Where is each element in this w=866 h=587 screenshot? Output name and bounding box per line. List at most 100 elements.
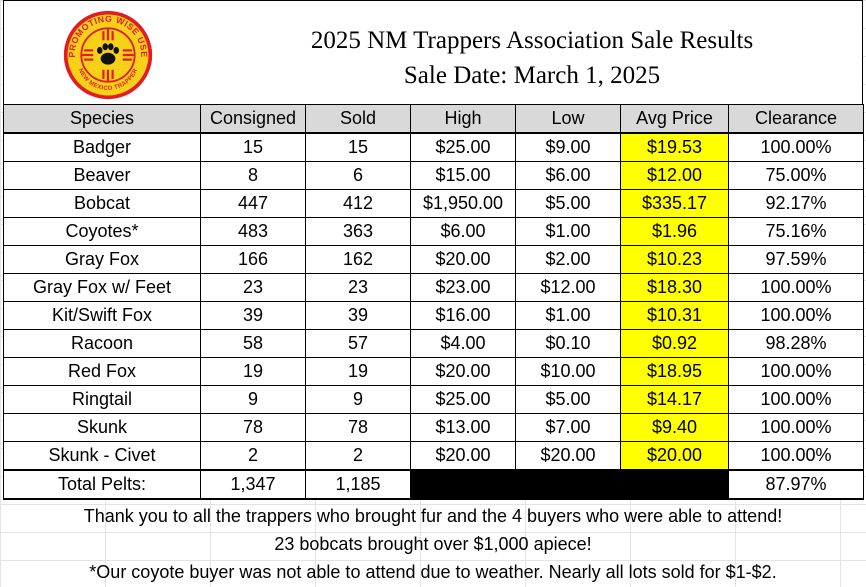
blackout-cell xyxy=(410,469,729,500)
species-cell: Skunk xyxy=(3,413,201,442)
coyote-footnote: *Our coyote buyer was not able to attend… xyxy=(89,562,777,582)
sold-cell: 78 xyxy=(305,413,411,442)
avg-price-cell: $18.30 xyxy=(620,273,729,302)
clearance-cell: 100.00% xyxy=(728,132,864,162)
clearance-cell: 100.00% xyxy=(728,301,864,330)
table-row: Beaver 8 6 $15.00 $6.00 $12.00 75.00% xyxy=(3,161,864,190)
sold-cell: 6 xyxy=(305,161,411,190)
report-title: 2025 NM Trappers Association Sale Result… xyxy=(310,27,754,54)
column-header-species: Species xyxy=(3,104,201,134)
high-cell: $20.00 xyxy=(410,441,516,471)
low-cell: $9.00 xyxy=(515,132,621,162)
consigned-cell: 78 xyxy=(200,413,306,442)
sold-cell: 15 xyxy=(305,132,411,162)
low-cell: $10.00 xyxy=(515,357,621,386)
species-cell: Gray Fox xyxy=(3,245,201,274)
column-header-sold: Sold xyxy=(305,104,411,134)
table-row: Racoon 58 57 $4.00 $0.10 $0.92 98.28% xyxy=(3,329,864,358)
total-row: Total Pelts: 1,347 1,185 87.97% xyxy=(3,469,864,500)
title-block: 2025 NM Trappers Association Sale Result… xyxy=(202,23,862,93)
thank-you-note: Thank you to all the trappers who brough… xyxy=(83,506,783,526)
avg-price-cell: $9.40 xyxy=(620,413,729,442)
low-cell: $2.00 xyxy=(515,245,621,274)
results-table: Species Consigned Sold High Low Avg Pric… xyxy=(3,104,864,500)
sold-cell: 2 xyxy=(305,441,411,471)
total-label: Total Pelts: xyxy=(3,469,201,500)
high-cell: $20.00 xyxy=(410,245,516,274)
avg-price-cell: $18.95 xyxy=(620,357,729,386)
column-header-consigned: Consigned xyxy=(200,104,306,134)
high-cell: $1,950.00 xyxy=(410,189,516,218)
table-row: Red Fox 19 19 $20.00 $10.00 $18.95 100.0… xyxy=(3,357,864,386)
notes-section: Thank you to all the trappers who brough… xyxy=(3,502,863,586)
clearance-cell: 98.28% xyxy=(728,329,864,358)
low-cell: $7.00 xyxy=(515,413,621,442)
avg-price-cell: $335.17 xyxy=(620,189,729,218)
sold-cell: 23 xyxy=(305,273,411,302)
clearance-cell: 75.16% xyxy=(728,217,864,246)
sold-cell: 57 xyxy=(305,329,411,358)
species-cell: Beaver xyxy=(3,161,201,190)
table-row: Bobcat 447 412 $1,950.00 $5.00 $335.17 9… xyxy=(3,189,864,218)
consigned-cell: 9 xyxy=(200,385,306,414)
high-cell: $23.00 xyxy=(410,273,516,302)
species-cell: Red Fox xyxy=(3,357,201,386)
consigned-cell: 15 xyxy=(200,132,306,162)
consigned-cell: 447 xyxy=(200,189,306,218)
high-cell: $13.00 xyxy=(410,413,516,442)
high-cell: $4.00 xyxy=(410,329,516,358)
table-row: Gray Fox w/ Feet 23 23 $23.00 $12.00 $18… xyxy=(3,273,864,302)
table-row: Ringtail 9 9 $25.00 $5.00 $14.17 100.00% xyxy=(3,385,864,414)
consigned-cell: 483 xyxy=(200,217,306,246)
avg-price-cell: $12.00 xyxy=(620,161,729,190)
low-cell: $1.00 xyxy=(515,301,621,330)
column-header-avg-price: Avg Price xyxy=(620,104,729,134)
high-cell: $15.00 xyxy=(410,161,516,190)
low-cell: $12.00 xyxy=(515,273,621,302)
low-cell: $0.10 xyxy=(515,329,621,358)
clearance-cell: 100.00% xyxy=(728,385,864,414)
species-cell: Bobcat xyxy=(3,189,201,218)
high-cell: $6.00 xyxy=(410,217,516,246)
low-cell: $5.00 xyxy=(515,385,621,414)
sold-cell: 19 xyxy=(305,357,411,386)
consigned-cell: 58 xyxy=(200,329,306,358)
table-row: Coyotes* 483 363 $6.00 $1.00 $1.96 75.16… xyxy=(3,217,864,246)
clearance-cell: 97.59% xyxy=(728,245,864,274)
low-cell: $1.00 xyxy=(515,217,621,246)
avg-price-cell: $20.00 xyxy=(620,441,729,471)
avg-price-cell: $10.31 xyxy=(620,301,729,330)
low-cell: $5.00 xyxy=(515,189,621,218)
report-header: PROMOTING WISE USE NEW MEXICO TRAPPER xyxy=(3,0,863,107)
table-row: Skunk - Civet 2 2 $20.00 $20.00 $20.00 1… xyxy=(3,441,864,471)
avg-price-cell: $1.96 xyxy=(620,217,729,246)
species-cell: Gray Fox w/ Feet xyxy=(3,273,201,302)
total-sold: 1,185 xyxy=(305,469,411,500)
column-header-high: High xyxy=(410,104,516,134)
sold-cell: 162 xyxy=(305,245,411,274)
clearance-cell: 92.17% xyxy=(728,189,864,218)
high-cell: $25.00 xyxy=(410,385,516,414)
consigned-cell: 2 xyxy=(200,441,306,471)
species-cell: Badger xyxy=(3,132,201,162)
table-row: Kit/Swift Fox 39 39 $16.00 $1.00 $10.31 … xyxy=(3,301,864,330)
sold-cell: 39 xyxy=(305,301,411,330)
clearance-cell: 100.00% xyxy=(728,357,864,386)
column-header-low: Low xyxy=(515,104,621,134)
low-cell: $6.00 xyxy=(515,161,621,190)
sale-date: Sale Date: March 1, 2025 xyxy=(403,62,661,89)
high-cell: $25.00 xyxy=(410,132,516,162)
low-cell: $20.00 xyxy=(515,441,621,471)
sold-cell: 412 xyxy=(305,189,411,218)
high-cell: $20.00 xyxy=(410,357,516,386)
table-row: Gray Fox 166 162 $20.00 $2.00 $10.23 97.… xyxy=(3,245,864,274)
sold-cell: 9 xyxy=(305,385,411,414)
species-cell: Ringtail xyxy=(3,385,201,414)
clearance-cell: 100.00% xyxy=(728,441,864,471)
consigned-cell: 166 xyxy=(200,245,306,274)
species-cell: Coyotes* xyxy=(3,217,201,246)
clearance-cell: 100.00% xyxy=(728,413,864,442)
paw-zia-icon: PROMOTING WISE USE NEW MEXICO TRAPPER xyxy=(63,10,153,100)
species-cell: Kit/Swift Fox xyxy=(3,301,201,330)
avg-price-cell: $14.17 xyxy=(620,385,729,414)
